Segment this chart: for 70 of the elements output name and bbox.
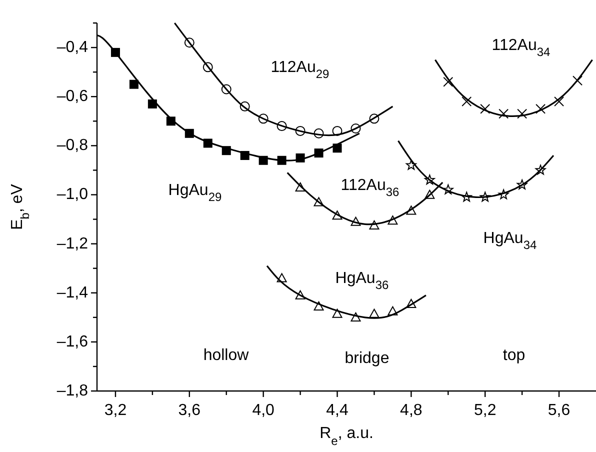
point bbox=[332, 308, 342, 318]
y-tick-label: –1,8 bbox=[56, 382, 88, 400]
point bbox=[221, 84, 232, 94]
y-tick-label: –0,8 bbox=[56, 137, 88, 154]
y-tick-label: –1,2 bbox=[56, 235, 88, 252]
point bbox=[350, 123, 361, 134]
x-tick-label: 5,6 bbox=[548, 402, 570, 419]
y-tick-label: –1,4 bbox=[56, 284, 88, 302]
annotation: top bbox=[502, 346, 526, 364]
line-series bbox=[266, 265, 427, 319]
x-tick-label: 3,6 bbox=[178, 402, 201, 419]
point bbox=[332, 210, 342, 220]
point bbox=[443, 76, 454, 87]
point bbox=[369, 220, 380, 230]
point bbox=[295, 182, 306, 192]
point bbox=[535, 164, 546, 175]
point bbox=[516, 179, 528, 190]
series-label: HgAu$_{34}$ bbox=[483, 230, 538, 252]
y-tick-label: –0,6 bbox=[56, 88, 88, 106]
annotation: hollow bbox=[203, 346, 250, 364]
point bbox=[442, 184, 454, 194]
point bbox=[388, 215, 398, 225]
point bbox=[350, 216, 361, 226]
point bbox=[129, 80, 138, 89]
point bbox=[536, 104, 546, 114]
point bbox=[424, 174, 435, 185]
y-tick-label: –0,4 bbox=[56, 39, 88, 56]
y-tick-label: –1,6 bbox=[56, 333, 88, 350]
series-label: 112Au$_{34}$ bbox=[492, 36, 551, 59]
point bbox=[424, 190, 435, 199]
point bbox=[388, 306, 398, 316]
point bbox=[406, 160, 416, 170]
series-label: 112Au$_{29}$ bbox=[270, 58, 330, 81]
point bbox=[314, 197, 324, 206]
point bbox=[276, 273, 287, 282]
point bbox=[554, 96, 564, 107]
point bbox=[369, 114, 380, 124]
point bbox=[572, 76, 583, 86]
point bbox=[332, 126, 342, 136]
point bbox=[350, 312, 361, 322]
annotation: bridge bbox=[344, 350, 390, 366]
point bbox=[184, 38, 194, 48]
point bbox=[406, 298, 416, 308]
point bbox=[517, 108, 528, 119]
x-tick-label: 4,4 bbox=[326, 402, 348, 419]
point bbox=[240, 101, 250, 112]
point bbox=[498, 108, 509, 119]
point bbox=[369, 308, 380, 318]
point bbox=[202, 62, 213, 72]
point bbox=[258, 114, 268, 124]
y-tick-label: –1,0 bbox=[56, 186, 88, 204]
x-axis-title: R$_{e}$, a.u. bbox=[320, 425, 374, 448]
point bbox=[276, 121, 287, 132]
x-tick-label: 4,8 bbox=[400, 402, 422, 419]
point bbox=[498, 189, 509, 200]
point bbox=[295, 126, 306, 136]
point bbox=[462, 96, 472, 107]
x-tick-label: 4,0 bbox=[252, 402, 275, 419]
series-label: HgAu$_{36}$ bbox=[335, 270, 390, 292]
point bbox=[461, 192, 472, 202]
x-tick-label: 5,2 bbox=[474, 402, 496, 419]
point bbox=[406, 206, 416, 215]
series-label: HgAu$_{29}$ bbox=[168, 182, 222, 204]
point bbox=[480, 104, 490, 114]
point bbox=[314, 128, 324, 138]
point bbox=[314, 301, 324, 310]
x-tick-label: 3,2 bbox=[104, 402, 127, 419]
point bbox=[480, 192, 490, 202]
series-label: 112Au$_{36}$ bbox=[340, 176, 400, 199]
point bbox=[295, 290, 306, 300]
